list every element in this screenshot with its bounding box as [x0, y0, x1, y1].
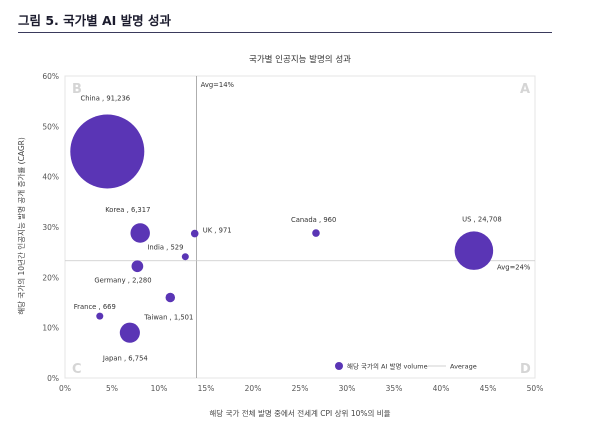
- data-label: Canada , 960: [291, 216, 336, 224]
- data-label: Taiwan , 1,501: [143, 313, 193, 321]
- y-tick-label: 30%: [42, 223, 59, 232]
- x-tick-label: 40%: [433, 384, 450, 393]
- data-bubble: [96, 312, 104, 320]
- data-label: UK , 971: [203, 227, 232, 235]
- legend-series-label: 해당 국가의 AI 발명 volume: [347, 362, 428, 371]
- x-tick-label: 50%: [527, 384, 544, 393]
- data-bubble: [70, 114, 145, 189]
- avg-y-label: Avg=24%: [497, 264, 531, 272]
- data-bubble: [181, 253, 189, 261]
- y-tick-label: 50%: [42, 122, 59, 131]
- data-bubble: [190, 229, 199, 238]
- y-axis-label: 해당 국가의 10년간 인공지능 발명 공개 증가률 (CAGR): [16, 137, 26, 315]
- legend: 해당 국가의 AI 발명 volume Average: [335, 362, 477, 371]
- figure-title: 그림 5. 국가별 AI 발명 성과: [18, 13, 172, 28]
- x-tick-label: 10%: [151, 384, 168, 393]
- data-label: Japan , 6,754: [102, 355, 148, 363]
- y-tick-label: 40%: [42, 173, 59, 182]
- data-bubble: [165, 292, 176, 303]
- y-tick-label: 20%: [42, 273, 59, 282]
- data-bubble: [312, 229, 320, 237]
- data-label: Germany , 2,280: [94, 276, 151, 284]
- data-bubble: [131, 260, 144, 273]
- plot-frame: [64, 75, 536, 379]
- avg-x-label: Avg=14%: [201, 81, 235, 89]
- x-axis-label: 해당 국가 전체 발명 중에서 전세계 CPI 상위 10%의 비율: [209, 408, 390, 418]
- quadrant-label-c: C: [72, 362, 82, 377]
- x-tick-label: 20%: [245, 384, 262, 393]
- x-tick-label: 45%: [480, 384, 497, 393]
- y-tick-label: 10%: [42, 324, 59, 333]
- quadrant-label-a: A: [520, 82, 530, 97]
- quadrant-label-b: B: [72, 82, 82, 97]
- data-label: France , 669: [74, 303, 116, 311]
- x-tick-label: 35%: [386, 384, 403, 393]
- data-label: Korea , 6,317: [105, 206, 150, 214]
- legend-bubble-marker: [335, 362, 343, 370]
- x-tick-label: 25%: [292, 384, 309, 393]
- x-tick-label: 30%: [339, 384, 356, 393]
- data-label: US , 24,708: [462, 216, 502, 224]
- x-tick-label: 5%: [106, 384, 118, 393]
- y-tick-label: 0%: [47, 374, 59, 383]
- legend-average-label: Average: [450, 363, 477, 371]
- data-bubble: [454, 231, 494, 270]
- chart-title: 국가별 인공지능 발명의 성과: [249, 54, 351, 65]
- quadrant-label-d: D: [520, 362, 531, 377]
- data-bubble: [130, 223, 150, 243]
- data-label: China , 91,236: [80, 95, 130, 103]
- y-tick-label: 60%: [42, 72, 59, 81]
- x-tick-label: 15%: [198, 384, 215, 393]
- title-divider: [18, 32, 552, 33]
- data-label: India , 529: [147, 244, 183, 252]
- data-bubble: [119, 322, 140, 343]
- x-tick-label: 0%: [59, 384, 71, 393]
